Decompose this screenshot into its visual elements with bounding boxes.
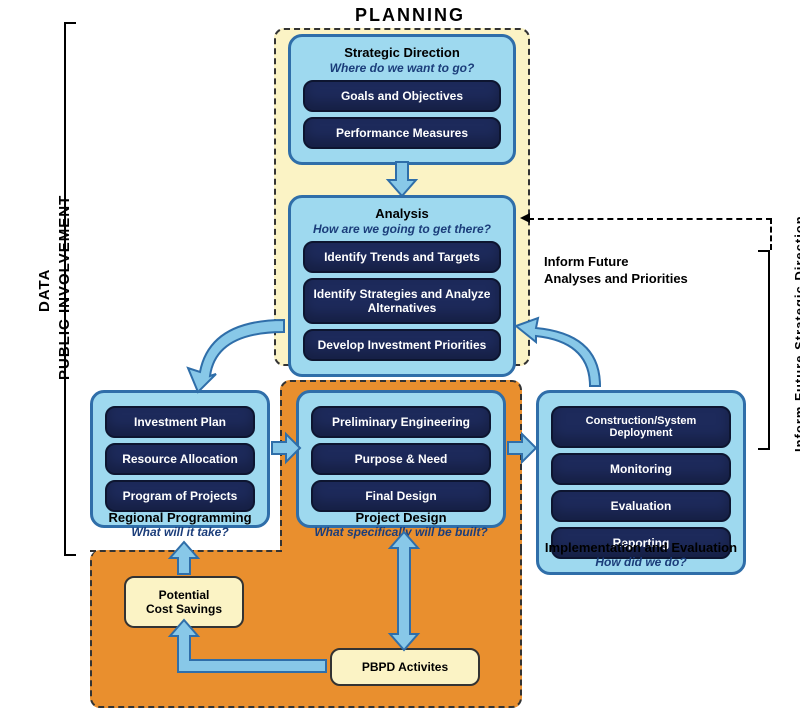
pill-final: Final Design [311, 480, 491, 512]
diagram-canvas: DATA PUBLIC INVOLVEMENT PLANNING Strateg… [0, 0, 800, 721]
pill-purpose: Purpose & Need [311, 443, 491, 475]
side-label-right: Inform Future Strategic Direction [792, 215, 800, 452]
analysis-sub: How are we going to get there? [299, 222, 505, 236]
pbpd-box: PBPD Activites [330, 648, 480, 686]
pill-construct: Construction/System Deployment [551, 406, 731, 448]
orange-joiner [282, 540, 520, 560]
programming-caption: Regional Programming What will it take? [90, 510, 270, 539]
pill-goals: Goals and Objectives [303, 80, 501, 112]
dashed-feedback-v [770, 218, 772, 250]
strategic-sub: Where do we want to go? [299, 61, 505, 75]
pill-invest: Develop Investment Priorities [303, 329, 501, 361]
programming-caption-q: What will it take? [90, 525, 270, 539]
pill-trends: Identify Trends and Targets [303, 241, 501, 273]
side-label-data: DATA [36, 269, 53, 312]
impl-caption-t: Implementation and Evaluation [536, 540, 746, 555]
pill-strategies: Identify Strategies and Analyze Alternat… [303, 278, 501, 324]
savings-box: Potential Cost Savings [124, 576, 244, 628]
design-caption-t: Project Design [296, 510, 506, 525]
dashed-arrowhead [520, 213, 530, 223]
orange-left-edge [90, 550, 282, 552]
analysis-group: Analysis How are we going to get there? … [288, 195, 516, 377]
design-group: Preliminary Engineering Purpose & Need F… [296, 390, 506, 528]
design-caption: Project Design What specifically will be… [296, 510, 506, 539]
programming-caption-t: Regional Programming [90, 510, 270, 525]
side-label-public: PUBLIC INVOLVEMENT [56, 195, 73, 380]
pill-monitor: Monitoring [551, 453, 731, 485]
pill-performance: Performance Measures [303, 117, 501, 149]
design-caption-q: What specifically will be built? [296, 525, 506, 539]
pill-eval: Evaluation [551, 490, 731, 522]
dashed-feedback-h [528, 218, 772, 220]
pill-prelim: Preliminary Engineering [311, 406, 491, 438]
pill-invplan: Investment Plan [105, 406, 255, 438]
planning-title: PLANNING [290, 5, 530, 26]
pill-program: Program of Projects [105, 480, 255, 512]
programming-group: Investment Plan Resource Allocation Prog… [90, 390, 270, 528]
impl-caption-q: How did we do? [536, 555, 746, 569]
impl-caption: Implementation and Evaluation How did we… [536, 540, 746, 569]
analysis-heading: Analysis [299, 206, 505, 221]
strategic-group: Strategic Direction Where do we want to … [288, 34, 516, 165]
pill-resource: Resource Allocation [105, 443, 255, 475]
strategic-heading: Strategic Direction [299, 45, 505, 60]
inform-note: Inform Future Analyses and Priorities [544, 254, 724, 288]
right-bracket [758, 250, 770, 450]
